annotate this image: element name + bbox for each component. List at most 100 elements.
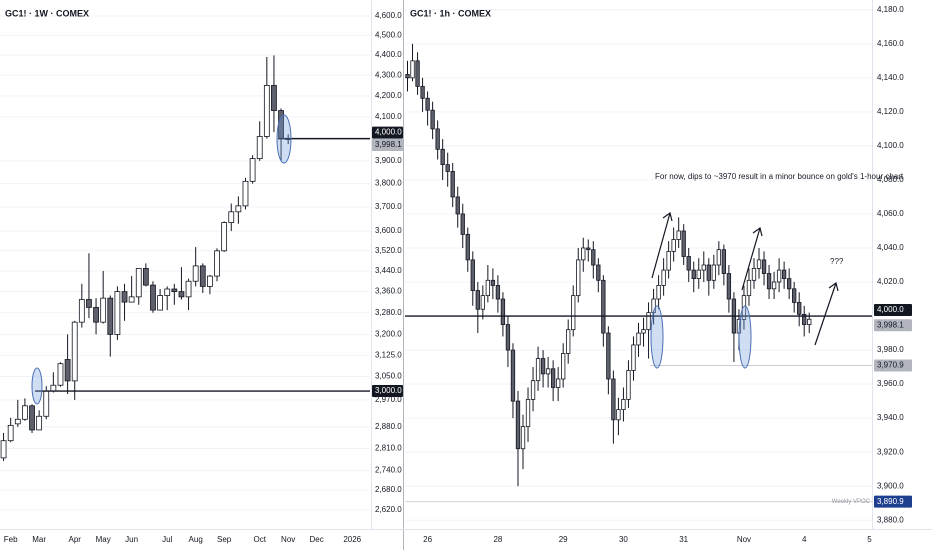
candle-body: [50, 384, 57, 392]
candle-body: [22, 405, 28, 420]
candle-body: [271, 85, 277, 111]
y-tick-label: 4,120.0: [877, 107, 904, 116]
candle-body: [455, 196, 460, 215]
candle-body: [550, 368, 556, 388]
candle-body: [786, 278, 792, 290]
ellipse: [276, 114, 292, 164]
annotation: For now, dips to ~3970 result in a minor…: [655, 172, 904, 181]
candle-body: [641, 329, 646, 334]
candle-body: [142, 268, 149, 286]
y-tick-label: 3,520.0: [375, 246, 402, 255]
candle-body: [515, 400, 521, 450]
last-price-label: 3,998.1: [877, 320, 904, 329]
candle-body: [7, 424, 14, 442]
candle-body: [57, 363, 64, 386]
candle-body: [802, 313, 807, 325]
candle-body: [164, 288, 171, 296]
y-tick-label: 4,400.0: [375, 50, 402, 59]
x-tick-label: 30: [619, 535, 628, 544]
last-price-box: [372, 139, 403, 152]
candle-body: [157, 295, 163, 311]
y-tick-label: 4,060.0: [877, 209, 904, 218]
x-tick-label: 5: [867, 535, 872, 544]
arrows: [651, 211, 839, 346]
candle-body: [36, 415, 43, 431]
candle-body: [510, 349, 516, 402]
candle-body: [435, 128, 440, 150]
x-tick-label: 4: [802, 535, 807, 544]
candle-body: [566, 329, 571, 354]
x-tick-label: Mar: [32, 535, 46, 544]
candle-body: [711, 264, 716, 281]
vpoc-box: [874, 495, 912, 508]
candle-body: [766, 273, 772, 290]
candle-body: [616, 409, 621, 421]
x-tick-label: Sep: [217, 535, 232, 544]
candle-body: [415, 60, 420, 87]
candle-body: [671, 239, 676, 252]
candle-body: [43, 390, 50, 417]
y-tick-label: 3,920.0: [877, 447, 904, 456]
candle-body: [661, 269, 666, 286]
candle-body: [242, 180, 249, 207]
x-tick-label: 31: [679, 535, 688, 544]
x-tick-label: 29: [559, 535, 568, 544]
drawings: [31, 114, 752, 405]
candle-body: [480, 295, 485, 310]
candle-body: [475, 290, 480, 310]
candle-body: [249, 158, 256, 182]
candle-body: [751, 268, 757, 281]
candle-body: [150, 284, 156, 311]
chart-title: GC1! · 1h · COMEX: [410, 8, 491, 18]
candle-body: [601, 279, 606, 334]
candle-body: [621, 399, 626, 411]
y-tick-label: 4,160.0: [877, 39, 904, 48]
level-label: 3,000.0: [375, 386, 402, 395]
candle-body: [495, 285, 501, 300]
x-tick-label: Nov: [281, 535, 295, 544]
candle-body: [525, 399, 531, 428]
last-price-box: [874, 319, 912, 332]
candle-body: [721, 249, 727, 274]
candle-body: [505, 324, 511, 351]
candle-body: [726, 273, 732, 300]
candle-body: [611, 378, 616, 421]
candle-body: [520, 426, 526, 450]
y-tick-label: 4,140.0: [877, 73, 904, 82]
y-tick-label: 3,280.0: [375, 308, 402, 317]
arrow: [741, 226, 763, 291]
x-tick-label: Nov: [737, 535, 751, 544]
candle-body: [0, 440, 7, 459]
candle-body: [450, 171, 455, 198]
candle-body: [761, 259, 767, 274]
candle-body: [636, 332, 641, 346]
candle-body: [797, 302, 802, 315]
candle-body: [14, 418, 21, 425]
candle-body: [606, 332, 611, 380]
x-tick-label: Jun: [125, 535, 138, 544]
candle-body: [263, 85, 270, 137]
candle-body: [576, 259, 581, 297]
candle-body: [107, 297, 114, 335]
y-tick-label: 4,180.0: [877, 5, 904, 14]
candle-body: [756, 259, 762, 269]
y-tick-label: 2,680.0: [375, 485, 402, 494]
candle-body: [706, 264, 711, 281]
candle-body: [121, 291, 128, 303]
charts: 4,600.0 4,500.0 4,400.0 4,300.0 4,200.0 4,100…: [0, 5, 912, 544]
candle-body: [776, 269, 782, 283]
candle-body: [71, 321, 78, 382]
y-tick-label: 3,900.0: [375, 156, 402, 165]
candle-body: [207, 275, 213, 287]
candle-body: [256, 136, 263, 159]
y-tick-label: 3,960.0: [877, 379, 904, 388]
candle-body: [561, 353, 566, 380]
y-tick-label: 3,360.0: [375, 287, 402, 296]
candle-body: [716, 249, 722, 266]
candle-body: [781, 269, 787, 280]
candle-body: [691, 269, 696, 280]
candle-body: [410, 60, 415, 79]
candle-body: [425, 97, 430, 111]
y-tick-label: 3,800.0: [375, 179, 402, 188]
